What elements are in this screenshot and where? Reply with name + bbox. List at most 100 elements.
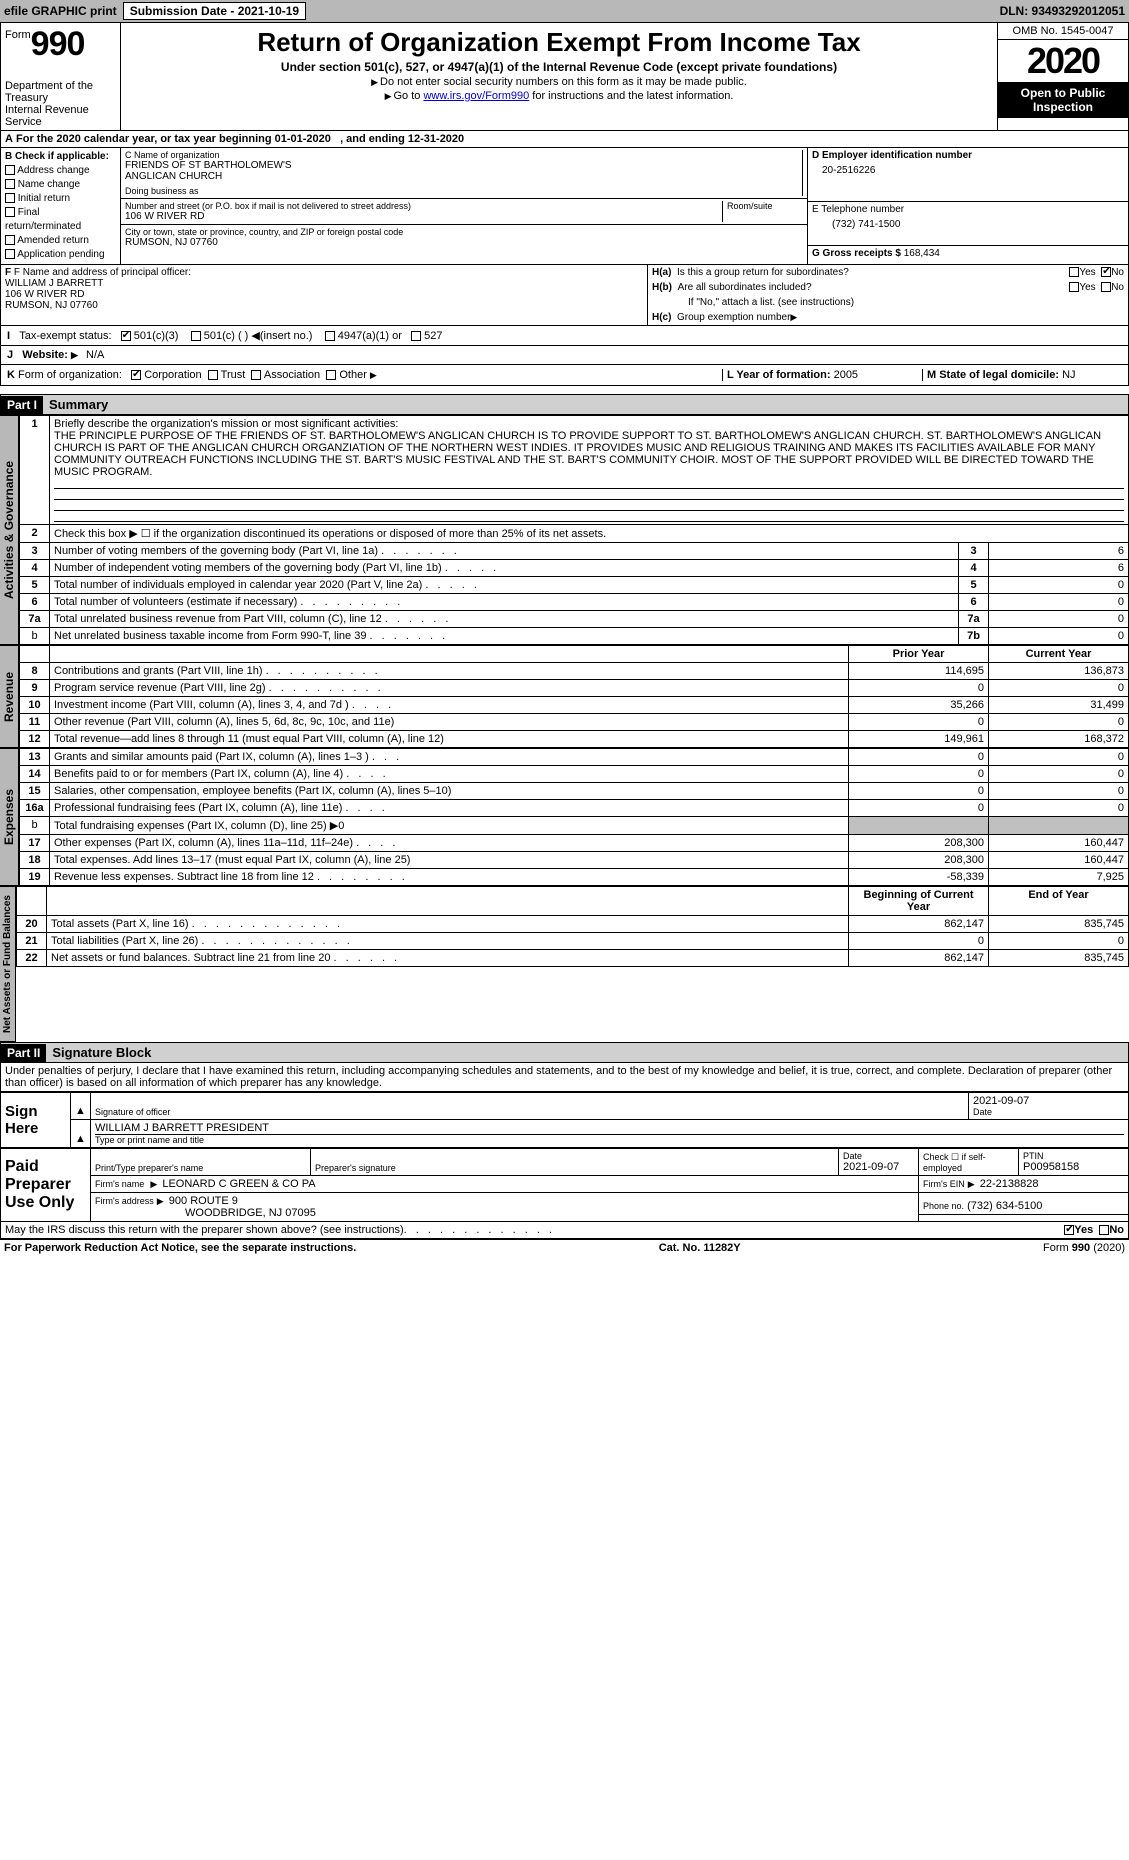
firm-ein: 22-2138828 [980,1178,1039,1190]
v6: 0 [989,594,1129,611]
vtab-revenue: Revenue [0,645,19,748]
lbl-initial-return: Initial return [18,193,70,204]
preparer-date: 2021-09-07 [843,1161,914,1173]
l5-text: Total number of individuals employed in … [54,579,422,591]
box-f: F F Name and address of principal office… [1,265,648,325]
tax-status-label: Tax-exempt status: [19,330,111,342]
l17: Other expenses (Part IX, column (A), lin… [54,837,353,849]
chk-501c3[interactable] [121,331,131,341]
footer: For Paperwork Reduction Act Notice, see … [0,1239,1129,1256]
chk-hb-yes[interactable] [1069,282,1079,292]
chk-name-change[interactable] [5,179,15,189]
chk-4947[interactable] [325,331,335,341]
lbl-other: Other [339,369,367,381]
paid-preparer-section: Paid Preparer Use Only Print/Type prepar… [0,1148,1129,1222]
vtab-activities: Activities & Governance [0,415,19,645]
chk-discuss-yes[interactable] [1064,1225,1074,1235]
lbl-501c3: 501(c)(3) [134,330,179,342]
current-year-hdr: Current Year [989,646,1129,663]
dba-label: Doing business as [125,186,798,196]
firm-city: WOODBRIDGE, NJ 07095 [95,1207,316,1219]
chk-trust[interactable] [208,370,218,380]
chk-other[interactable] [326,370,336,380]
gross-receipts-value: 168,434 [904,248,940,259]
top-bar: efile GRAPHIC print Submission Date - 20… [0,0,1129,22]
ein-label: D Employer identification number [812,150,1124,161]
l19: Revenue less expenses. Subtract line 18 … [54,871,314,883]
py11: 0 [849,714,989,731]
py10: 35,266 [849,697,989,714]
omb-number: OMB No. 1545-0047 [998,23,1128,40]
chk-initial-return[interactable] [5,193,15,203]
l8: Contributions and grants (Part VIII, lin… [54,665,263,677]
sig-date-label: Date [973,1107,1124,1117]
chk-address-change[interactable] [5,165,15,175]
chk-hb-no[interactable] [1101,282,1111,292]
mission-text: THE PRINCIPLE PURPOSE OF THE FRIENDS OF … [54,430,1124,478]
v7a: 0 [989,611,1129,628]
domicile: NJ [1062,369,1075,381]
chk-assoc[interactable] [251,370,261,380]
phone-label: E Telephone number [812,204,1124,215]
lbl-name-change: Name change [18,179,80,190]
ha-label: Is this a group return for subordinates? [677,267,1069,278]
preparer-date-label: Date [843,1151,914,1161]
l16b: Total fundraising expenses (Part IX, col… [54,820,344,832]
note-goto-pre: Go to [393,90,423,102]
l6-text: Total number of volunteers (estimate if … [54,596,297,608]
suite-label: Room/suite [723,201,803,222]
firm-addr-label: Firm's address [95,1196,154,1206]
chk-corp[interactable] [131,370,141,380]
expenses-section: Expenses 13Grants and similar amounts pa… [0,748,1129,886]
v5: 0 [989,577,1129,594]
sig-officer-label: Signature of officer [95,1107,964,1117]
discuss-row: May the IRS discuss this return with the… [0,1222,1129,1239]
perjury-decl: Under penalties of perjury, I declare th… [0,1063,1129,1092]
row-klm: K Form of organization: Corporation Trus… [0,365,1129,386]
chk-amended-return[interactable] [5,235,15,245]
box-b-title: B Check if applicable: [5,150,116,164]
v4: 6 [989,560,1129,577]
officer-h-row: F F Name and address of principal office… [0,265,1129,326]
form-word: Form [5,29,31,41]
l3-text: Number of voting members of the governin… [54,545,378,557]
firm-name: LEONARD C GREEN & CO PA [162,1178,315,1190]
py18: 208,300 [849,852,989,869]
chk-527[interactable] [411,331,421,341]
addr-value: 106 W RIVER RD [125,211,718,222]
cy20: 835,745 [989,916,1129,933]
chk-501c[interactable] [191,331,201,341]
boxes-row: B Check if applicable: Address change Na… [0,148,1129,265]
firm-addr: 900 ROUTE 9 [169,1195,238,1207]
ptin-label: PTIN [1023,1151,1124,1161]
l20: Total assets (Part X, line 16) [51,918,189,930]
lbl-trust: Trust [221,369,246,381]
py19: -58,339 [849,869,989,886]
officer-name: WILLIAM J BARRETT [5,278,643,289]
chk-ha-no[interactable] [1101,267,1111,277]
year-formation-label: L Year of formation: [727,369,831,381]
hc-label: Group exemption number [677,312,790,323]
submission-date-button[interactable]: Submission Date - 2021-10-19 [123,2,306,20]
box-b: B Check if applicable: Address change Na… [1,148,121,264]
py15: 0 [849,783,989,800]
lbl-application-pending: Application pending [17,249,104,260]
note-ssn: Do not enter social security numbers on … [380,76,747,88]
row-j: J Website: N/A [0,346,1129,365]
cy14: 0 [989,766,1129,783]
org-name-label: C Name of organization [125,150,798,160]
chk-application-pending[interactable] [5,249,15,259]
l12: Total revenue—add lines 8 through 11 (mu… [54,733,444,745]
part2-header: Part II Signature Block [0,1042,1129,1063]
chk-ha-yes[interactable] [1069,267,1079,277]
chk-final-return[interactable] [5,207,15,217]
cy19: 7,925 [989,869,1129,886]
form990-link[interactable]: www.irs.gov/Form990 [423,90,529,102]
firm-ein-label: Firm's EIN [923,1179,965,1189]
chk-discuss-no[interactable] [1099,1225,1109,1235]
website-label: Website: [22,349,68,361]
lbl-4947: 4947(a)(1) or [338,330,402,342]
addr-label: Number and street (or P.O. box if mail i… [125,201,718,211]
firm-name-label: Firm's name [95,1179,144,1189]
calendar-row: A For the 2020 calendar year, or tax yea… [0,131,1129,148]
